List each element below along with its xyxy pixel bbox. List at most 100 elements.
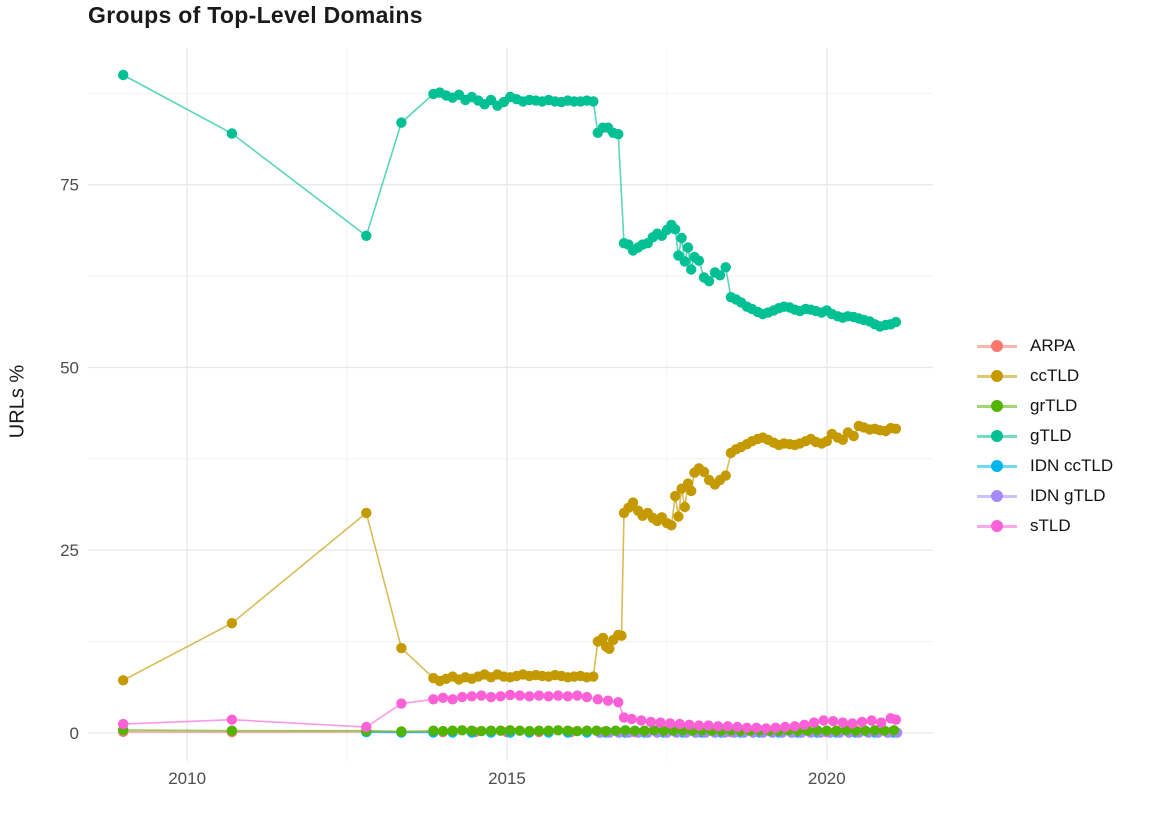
data-point xyxy=(118,675,129,686)
data-point xyxy=(226,725,238,736)
legend-marker-icon xyxy=(977,399,1017,413)
data-point xyxy=(588,671,599,682)
data-point xyxy=(495,691,506,702)
data-point xyxy=(588,96,599,107)
legend-item-label: ARPA xyxy=(1030,336,1076,355)
data-point xyxy=(428,725,439,736)
data-point xyxy=(821,436,832,447)
data-point xyxy=(670,490,681,502)
series-stld xyxy=(118,689,902,734)
data-point xyxy=(666,520,677,531)
data-point xyxy=(720,262,731,273)
y-tick-label: 0 xyxy=(70,724,79,743)
data-point xyxy=(664,718,676,729)
x-tick-label: 2015 xyxy=(488,769,526,788)
data-point xyxy=(714,270,726,281)
data-point xyxy=(476,690,487,701)
legend-item-cctld: ccTLD xyxy=(977,361,1113,391)
data-point xyxy=(616,630,627,641)
legend-item-grtld: grTLD xyxy=(977,391,1113,421)
series-line xyxy=(122,424,897,682)
data-point xyxy=(396,698,407,709)
legend-dot-icon xyxy=(991,430,1003,442)
data-point xyxy=(890,714,902,725)
data-point xyxy=(821,725,832,736)
data-point xyxy=(732,721,743,733)
data-point xyxy=(789,721,800,732)
data-point xyxy=(553,690,564,701)
data-point xyxy=(562,691,573,702)
data-point xyxy=(543,725,554,736)
legend-marker-icon xyxy=(977,519,1017,533)
data-point xyxy=(361,721,372,733)
data-point xyxy=(562,725,573,736)
plot-area: 0 25 50 75 2010 2015 2020 xyxy=(60,48,933,788)
data-point xyxy=(602,695,614,706)
data-point xyxy=(890,316,902,328)
data-point xyxy=(396,642,407,654)
legend: ARPA ccTLD grTLD gTLD IDN ccTLD IDN gTLD sTLD xyxy=(977,331,1113,541)
series-line xyxy=(122,74,897,328)
data-point xyxy=(485,725,497,736)
legend-dot-icon xyxy=(991,370,1003,382)
y-tick-label: 50 xyxy=(60,358,79,377)
x-tick-label: 2020 xyxy=(808,769,846,788)
data-point xyxy=(686,264,697,275)
data-point xyxy=(741,722,753,733)
data-point xyxy=(629,725,641,736)
data-point xyxy=(890,423,902,434)
data-point xyxy=(879,725,890,736)
data-point xyxy=(118,69,129,81)
data-point xyxy=(636,715,647,726)
data-point xyxy=(553,725,564,736)
data-point xyxy=(679,501,690,513)
data-point xyxy=(597,632,609,644)
data-point xyxy=(799,719,810,730)
data-point xyxy=(712,721,724,732)
data-point xyxy=(226,714,238,725)
data-point xyxy=(505,689,516,701)
data-point xyxy=(674,718,685,730)
data-point xyxy=(703,276,715,287)
data-point xyxy=(648,725,660,736)
legend-dot-icon xyxy=(991,460,1003,472)
data-point xyxy=(620,725,631,736)
data-point xyxy=(524,691,535,702)
data-point xyxy=(670,224,681,235)
data-point xyxy=(581,725,593,736)
legend-item-label: grTLD xyxy=(1030,396,1078,415)
legend-marker-icon xyxy=(977,489,1017,503)
data-point xyxy=(118,718,129,730)
data-point xyxy=(848,430,859,442)
data-point xyxy=(722,721,733,732)
data-point xyxy=(869,725,880,736)
data-point xyxy=(437,725,449,737)
data-point xyxy=(698,466,710,478)
legend-item-idn-gtld: IDN gTLD xyxy=(977,481,1113,511)
data-point xyxy=(226,128,238,139)
legend-item-arpa: ARPA xyxy=(977,331,1113,361)
data-point xyxy=(361,507,372,519)
data-point xyxy=(828,716,839,727)
legend-item-stld: sTLD xyxy=(977,511,1113,541)
data-point xyxy=(476,725,487,737)
data-point xyxy=(760,723,772,734)
legend-item-gtld: gTLD xyxy=(977,421,1113,451)
legend-marker-icon xyxy=(977,429,1017,443)
data-point xyxy=(676,232,687,244)
data-point xyxy=(396,117,407,128)
legend-item-label: IDN gTLD xyxy=(1030,486,1106,505)
series-cctld xyxy=(118,420,902,687)
x-tick-label: 2010 xyxy=(168,769,206,788)
data-point xyxy=(837,717,848,728)
data-point xyxy=(682,242,694,253)
data-point xyxy=(684,719,695,730)
data-point xyxy=(847,718,858,729)
chart-title: Groups of Top-Level Domains xyxy=(88,2,423,28)
data-point xyxy=(437,692,449,703)
data-point xyxy=(466,691,477,702)
data-point xyxy=(693,255,705,266)
data-point xyxy=(572,690,583,701)
data-point xyxy=(818,715,829,726)
data-point xyxy=(703,720,714,731)
